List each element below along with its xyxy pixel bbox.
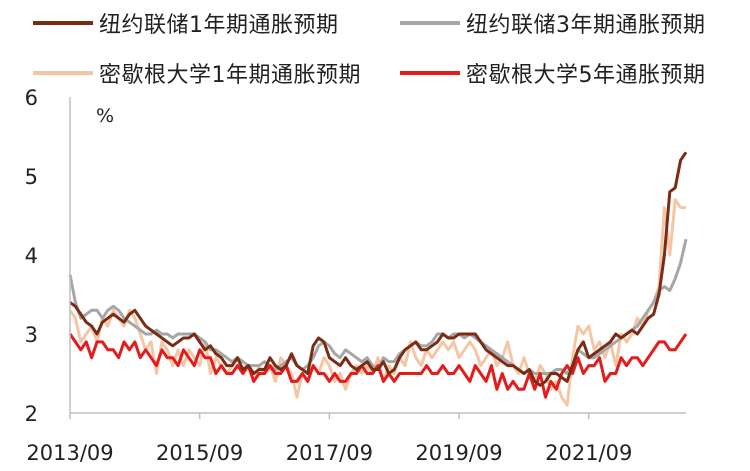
y-tick-label: 5 xyxy=(25,165,38,189)
legend-swatch-umich-1y xyxy=(33,71,93,75)
y-tick-label: 6 xyxy=(25,86,38,110)
legend-label-umich-5y: 密歇根大学5年通胀预期 xyxy=(466,63,706,88)
x-axis-ticks: 2013/09 2015/09 2017/09 2019/09 2021/09 xyxy=(26,413,632,465)
legend-label-umich-1y: 密歇根大学1年期通胀预期 xyxy=(99,63,361,88)
legend-item-ny-fed-3y: 纽约联储3年期通胀预期 xyxy=(400,8,706,38)
legend-swatch-ny-fed-1y xyxy=(33,21,93,25)
x-tick-label: 2017/09 xyxy=(286,441,373,465)
y-tick-label: 2 xyxy=(25,402,38,426)
y-tick-label: 4 xyxy=(25,244,38,268)
x-tick-label: 2015/09 xyxy=(156,441,243,465)
x-tick-label: 2013/09 xyxy=(26,441,113,465)
legend-item-ny-fed-1y: 纽约联储1年期通胀预期 xyxy=(33,8,339,38)
y-axis-ticks: 2 3 4 5 6 xyxy=(25,86,38,426)
legend-label-ny-fed-3y: 纽约联储3年期通胀预期 xyxy=(466,13,706,38)
series-line-3 xyxy=(68,333,688,399)
legend-swatch-umich-5y xyxy=(400,71,460,75)
series-line-0 xyxy=(69,151,688,387)
legend-label-ny-fed-1y: 纽约联储1年期通胀预期 xyxy=(99,13,339,38)
legend-swatch-ny-fed-3y xyxy=(400,21,460,25)
series-layer xyxy=(68,151,688,407)
legend-item-umich-5y: 密歇根大学5年通胀预期 xyxy=(400,58,706,88)
x-tick-label: 2019/09 xyxy=(415,441,502,465)
x-tick-label: 2021/09 xyxy=(545,441,632,465)
legend-item-umich-1y: 密歇根大学1年期通胀预期 xyxy=(33,58,361,88)
y-unit-label: % xyxy=(96,105,114,127)
series-line-2 xyxy=(68,198,686,407)
y-tick-label: 3 xyxy=(25,323,38,347)
